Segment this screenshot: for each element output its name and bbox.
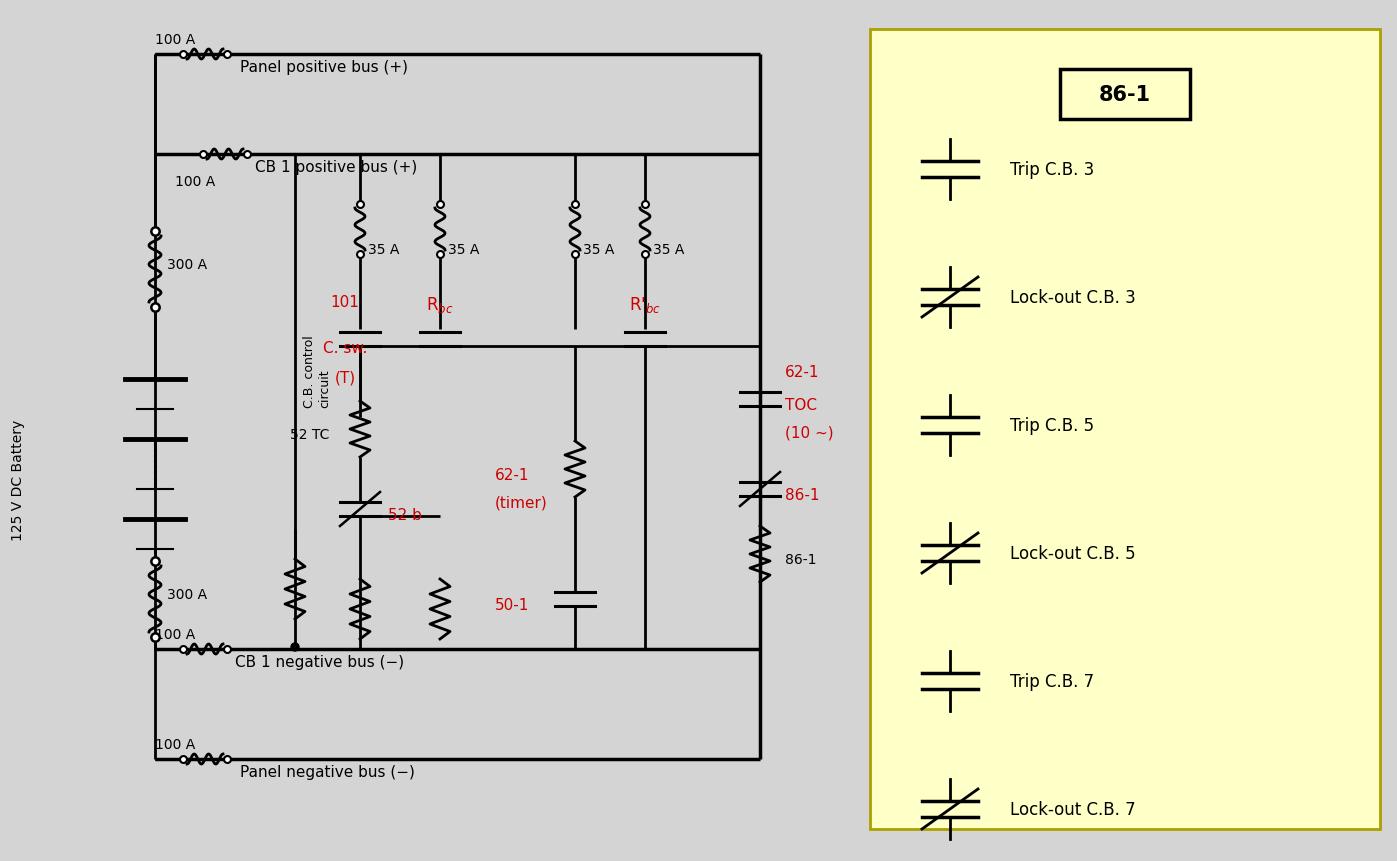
- Text: 86-1: 86-1: [1099, 85, 1151, 105]
- Text: Trip C.B. 7: Trip C.B. 7: [1010, 672, 1094, 691]
- Text: CB 1 negative bus (−): CB 1 negative bus (−): [235, 654, 404, 669]
- Text: 52 TC: 52 TC: [291, 428, 330, 442]
- Text: C.B. control
circuit: C.B. control circuit: [303, 335, 331, 408]
- Text: 100 A: 100 A: [175, 175, 215, 189]
- Circle shape: [291, 643, 299, 651]
- Text: 35 A: 35 A: [448, 243, 479, 257]
- Text: 100 A: 100 A: [155, 628, 196, 641]
- Text: 50-1: 50-1: [495, 597, 529, 612]
- Text: TOC: TOC: [785, 397, 817, 412]
- Text: 62-1: 62-1: [785, 364, 820, 380]
- Text: 86-1: 86-1: [785, 487, 820, 502]
- Text: 62-1: 62-1: [495, 467, 529, 482]
- Text: 52 b: 52 b: [388, 507, 422, 522]
- Text: R'$_{bc}$: R'$_{bc}$: [629, 294, 661, 314]
- Text: 86-1: 86-1: [785, 553, 816, 567]
- Text: CB 1 positive bus (+): CB 1 positive bus (+): [256, 160, 418, 175]
- Text: Lock-out C.B. 3: Lock-out C.B. 3: [1010, 288, 1136, 307]
- Text: Lock-out C.B. 5: Lock-out C.B. 5: [1010, 544, 1136, 562]
- Text: (timer): (timer): [495, 494, 548, 510]
- Bar: [1060, 70, 1190, 120]
- Text: 35 A: 35 A: [367, 243, 400, 257]
- Text: Trip C.B. 3: Trip C.B. 3: [1010, 161, 1094, 179]
- Text: C. sw.: C. sw.: [323, 340, 367, 355]
- Text: 100 A: 100 A: [155, 737, 196, 751]
- Text: Trip C.B. 5: Trip C.B. 5: [1010, 417, 1094, 435]
- Text: 35 A: 35 A: [583, 243, 615, 257]
- Text: 101: 101: [331, 294, 359, 310]
- Bar: [870, 30, 1380, 829]
- Text: Panel positive bus (+): Panel positive bus (+): [240, 60, 408, 75]
- Text: 300 A: 300 A: [168, 257, 207, 272]
- Text: R$_{bc}$: R$_{bc}$: [426, 294, 454, 314]
- Text: 100 A: 100 A: [155, 33, 196, 47]
- Text: 300 A: 300 A: [168, 587, 207, 601]
- Text: (T): (T): [334, 369, 356, 385]
- Text: Lock-out C.B. 7: Lock-out C.B. 7: [1010, 800, 1136, 818]
- Text: (10 ~): (10 ~): [785, 424, 834, 439]
- Text: Panel negative bus (−): Panel negative bus (−): [240, 764, 415, 779]
- Text: 125 V DC Battery: 125 V DC Battery: [11, 419, 25, 540]
- Text: 35 A: 35 A: [652, 243, 685, 257]
